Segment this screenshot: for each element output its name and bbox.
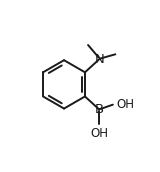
Text: OH: OH [116,98,134,111]
Text: B: B [95,103,104,116]
Text: N: N [94,53,104,66]
Text: OH: OH [90,127,108,140]
